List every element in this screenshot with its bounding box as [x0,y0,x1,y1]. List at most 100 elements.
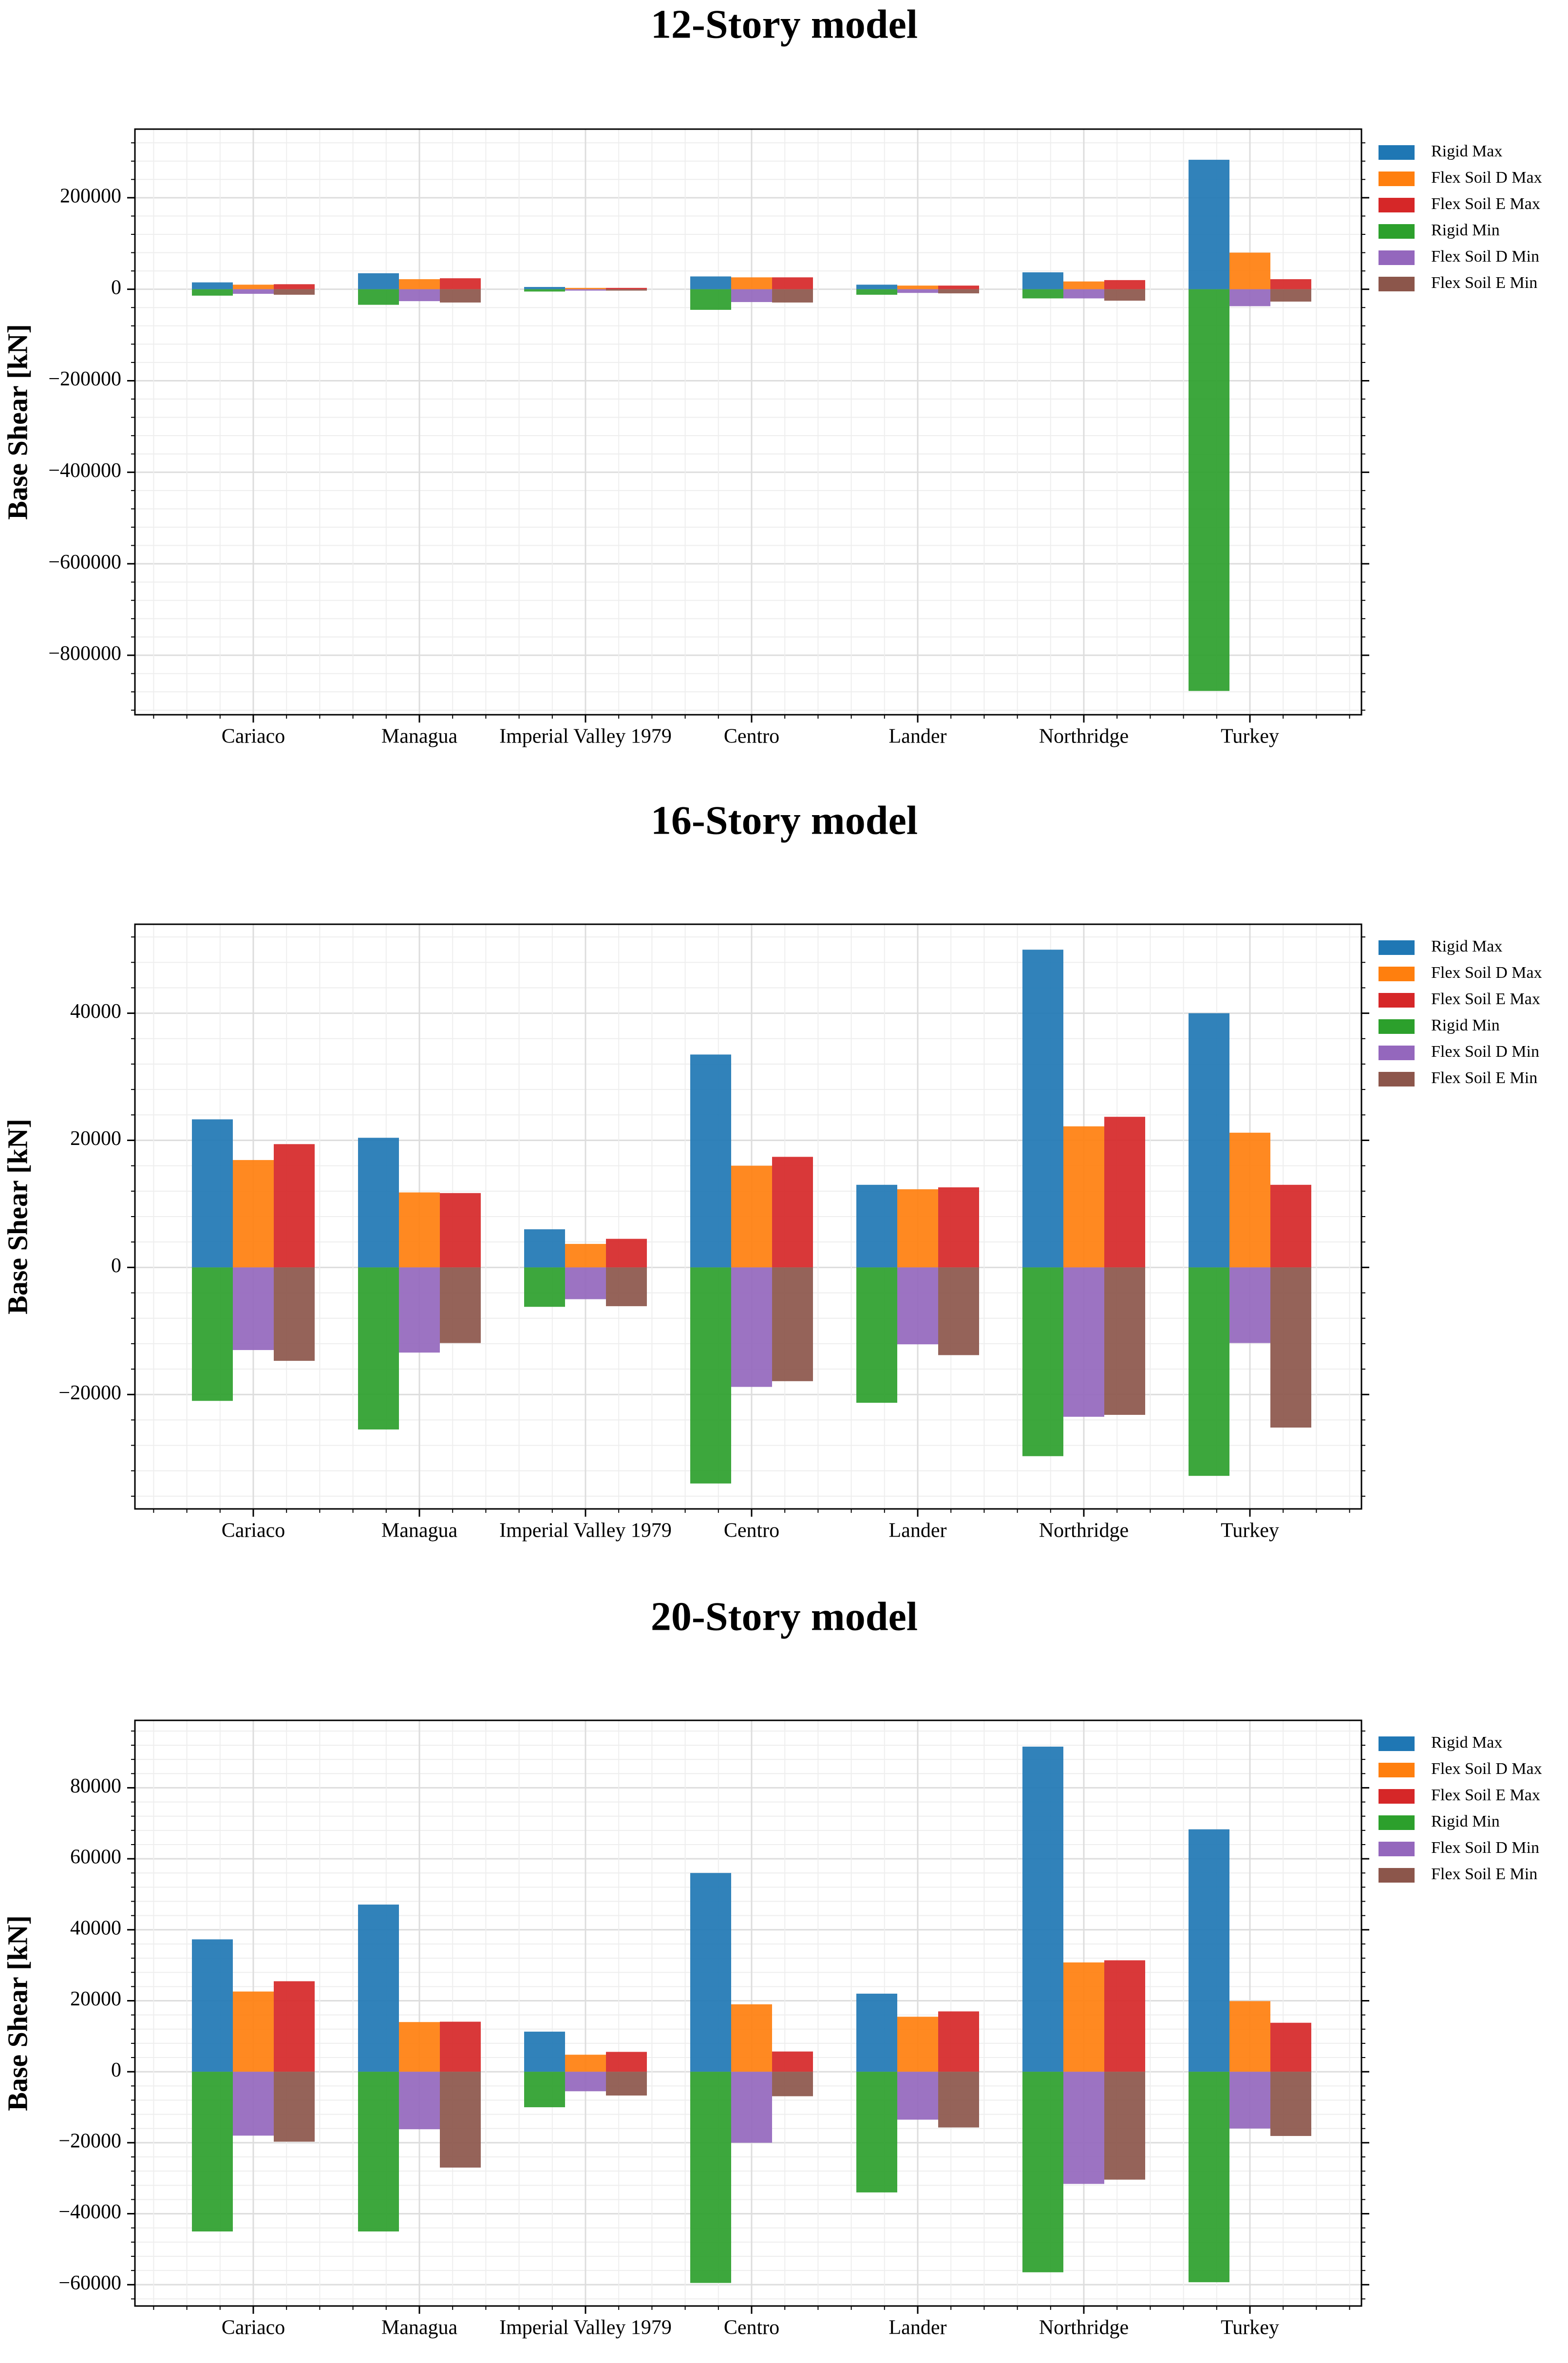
y-tick-label: −800000 [48,643,121,665]
legend-swatch [1379,940,1415,955]
bar-flex-soil-d-min [565,289,606,291]
bar-rigid-max [1022,272,1063,289]
bar-flex-soil-d-max [731,2004,772,2072]
legend-swatch [1379,993,1415,1008]
bar-rigid-max [524,286,565,289]
bar-flex-soil-e-min [938,2072,979,2128]
x-tick-label: Lander [889,725,947,748]
legend-label: Rigid Min [1431,221,1500,239]
legend-swatch [1379,277,1415,291]
bar-flex-soil-d-min [731,289,772,302]
y-tick-label: 0 [111,276,121,299]
x-tick-label: Cariaco [222,2317,285,2339]
bar-flex-soil-d-min [1063,289,1104,299]
bar-flex-soil-e-max [938,1187,979,1268]
bar-flex-soil-e-max [772,1157,813,1268]
bar-rigid-min [524,1267,565,1307]
bar-flex-soil-e-max [1104,1117,1145,1268]
legend-swatch [1379,198,1415,212]
bar-flex-soil-e-max [1270,1184,1311,1268]
legend-label: Rigid Max [1431,937,1502,955]
axes-frame [134,1719,1362,2307]
bar-rigid-max [358,1905,399,2072]
bar-rigid-min [690,2072,731,2283]
bar-flex-soil-d-min [897,289,938,293]
bar-flex-soil-e-max [606,2052,647,2072]
bar-flex-soil-d-max [565,287,606,289]
bar-flex-soil-d-min [399,289,440,302]
bar-rigid-max [192,282,233,289]
legend-label: Flex Soil D Min [1431,248,1539,266]
legend-swatch [1379,1046,1415,1060]
bar-rigid-max [856,285,897,289]
bar-rigid-min [1022,1267,1063,1456]
chart-panel-3: 20-Story model 80000 60000 40000 20000 0 −2000… [1,1594,1542,2339]
bar-flex-soil-e-min [440,1267,481,1343]
legend-swatch [1379,1072,1415,1086]
bar-rigid-max [192,1119,233,1268]
bar-flex-soil-e-min [440,2072,481,2168]
bar-rigid-max [690,1054,731,1268]
bar-rigid-min [1022,2072,1063,2272]
x-tick-label: Northridge [1039,2317,1129,2339]
bar-rigid-min [524,2072,565,2108]
legend: Rigid Max Flex Soil D Max Flex Soil E Max R… [1379,937,1542,1087]
bar-rigid-min [1189,2072,1229,2283]
bar-flex-soil-d-max [1229,252,1270,289]
bar-rigid-min [1189,289,1229,691]
y-axis-label: Base Shear [kN] [1,324,33,520]
y-axis-label: Base Shear [kN] [1,1119,33,1315]
bar-rigid-min [856,1267,897,1403]
bar-rigid-max [1189,1013,1229,1268]
bar-rigid-min [690,289,731,310]
bar-rigid-max [1022,1746,1063,2072]
bar-rigid-max [856,1993,897,2072]
legend-swatch [1379,1736,1415,1751]
x-tick-label: Cariaco [222,725,285,748]
x-tick-label: Managua [381,2317,458,2339]
bar-flex-soil-d-min [1063,1267,1104,1417]
bar-flex-soil-e-min [274,2072,315,2142]
bar-rigid-min [856,289,897,295]
bar-flex-soil-e-max [606,287,647,289]
bar-rigid-min [1189,1267,1229,1476]
bar-flex-soil-e-max [440,2021,481,2072]
chart-title: 16-Story model [651,798,918,843]
bar-rigid-min [358,2072,399,2232]
bar-rigid-max [690,1873,731,2072]
bar-rigid-max [358,1138,399,1268]
bar-flex-soil-e-max [274,284,315,289]
bar-flex-soil-e-min [938,289,979,294]
bar-flex-soil-d-min [399,1267,440,1353]
bar-rigid-min [192,1267,233,1401]
bar-flex-soil-d-max [399,2022,440,2072]
bar-flex-soil-d-max [1229,1132,1270,1268]
bar-rigid-max [524,1229,565,1268]
y-tick-label: −200000 [48,368,121,390]
bar-flex-soil-d-max [731,1165,772,1268]
x-tick-label: Turkey [1221,725,1279,748]
x-tick-label: Imperial Valley 1979 [499,725,672,748]
legend-swatch [1379,145,1415,160]
bar-flex-soil-e-min [274,289,315,295]
legend-swatch [1379,224,1415,239]
legend-label: Flex Soil E Max [1431,1786,1540,1804]
bar-flex-soil-e-min [606,289,647,291]
legend: Rigid Max Flex Soil D Max Flex Soil E Max R… [1379,1734,1542,1883]
x-tick-label: Centro [724,1520,779,1542]
bar-flex-soil-d-min [1229,2072,1270,2129]
y-tick-label: 20000 [70,1127,121,1150]
legend-label: Rigid Max [1431,1734,1502,1752]
bar-flex-soil-d-min [1229,1267,1270,1343]
bar-flex-soil-e-max [440,278,481,289]
bar-flex-soil-e-max [1270,2022,1311,2072]
bar-flex-soil-e-max [1104,280,1145,289]
bar-flex-soil-d-min [731,1267,772,1387]
bar-flex-soil-d-max [399,1192,440,1268]
bar-flex-soil-d-max [233,285,274,289]
bar-rigid-max [1022,950,1063,1268]
bar-flex-soil-d-max [399,279,440,289]
bar-flex-soil-d-max [565,1244,606,1268]
bar-flex-soil-d-max [233,1991,274,2072]
legend-swatch [1379,967,1415,981]
